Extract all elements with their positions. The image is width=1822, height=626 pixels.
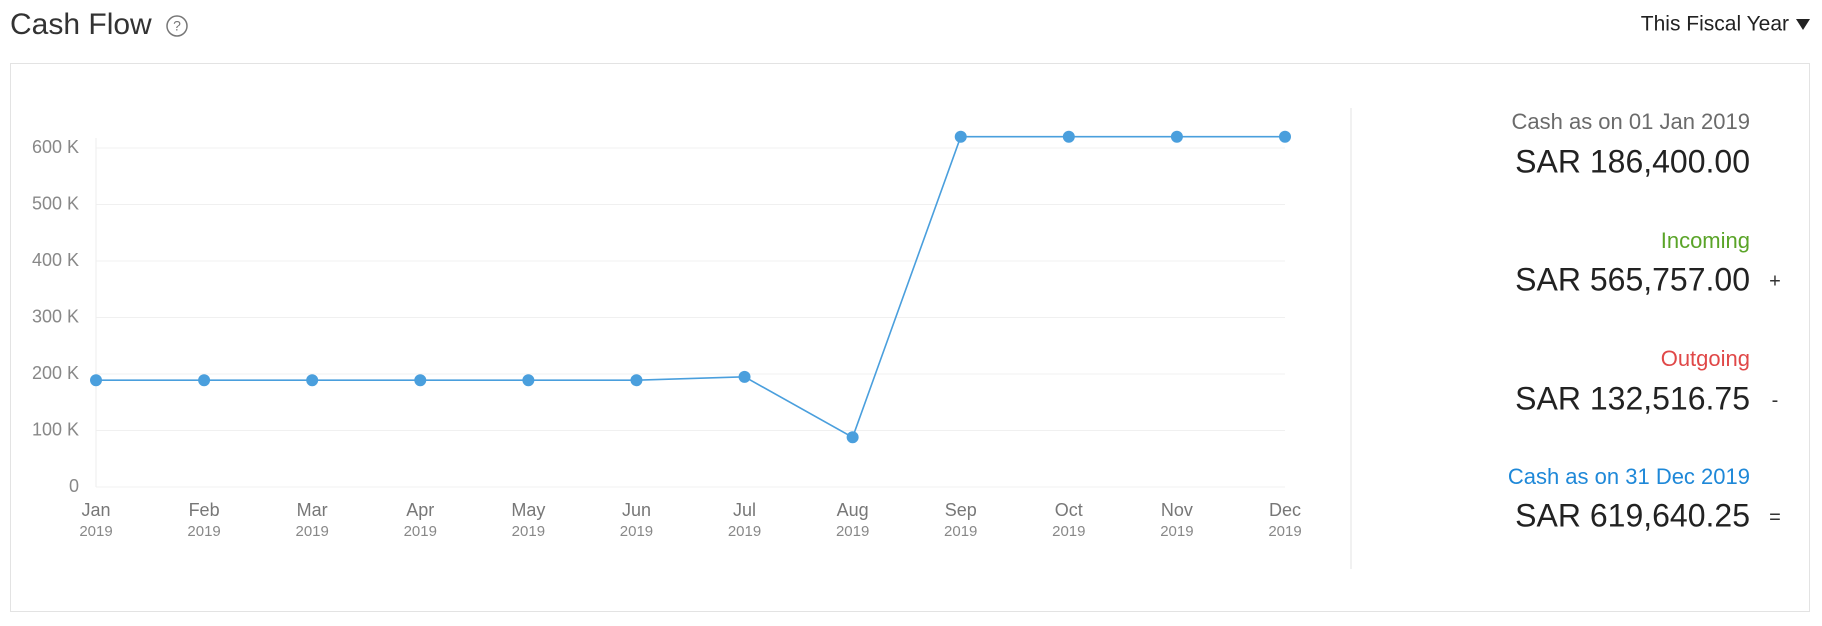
x-tick-year: 2019 xyxy=(512,523,545,540)
x-tick-label: Feb xyxy=(189,500,220,520)
x-tick-label: Apr xyxy=(406,500,434,520)
series-line xyxy=(96,135,1285,439)
x-tick-year: 2019 xyxy=(836,523,869,540)
summary-sign: + xyxy=(1769,270,1781,292)
x-tick-label: Mar xyxy=(297,500,328,520)
data-point xyxy=(846,431,859,444)
x-tick-label: Nov xyxy=(1161,500,1193,520)
data-point xyxy=(198,374,211,387)
summary-label: Incoming xyxy=(1661,228,1750,253)
data-point xyxy=(522,374,535,387)
dropdown-arrow[interactable] xyxy=(1796,19,1810,30)
x-tick-year: 2019 xyxy=(620,523,653,540)
y-tick-label: 200 K xyxy=(32,363,79,383)
x-tick-label: Oct xyxy=(1055,500,1083,520)
y-tick-label: 0 xyxy=(69,476,79,496)
data-point xyxy=(414,374,427,387)
summary-label: Cash as on 01 Jan 2019 xyxy=(1511,109,1750,134)
data-point xyxy=(1279,130,1291,143)
summary-sign: = xyxy=(1769,506,1781,528)
summary-value: SAR 619,640.25 xyxy=(1515,497,1750,533)
x-tick-year: 2019 xyxy=(404,523,437,540)
y-tick-label: 400 K xyxy=(32,250,79,270)
data-point xyxy=(630,374,643,387)
x-tick-year: 2019 xyxy=(295,523,328,540)
help-icon[interactable] xyxy=(166,15,188,37)
x-tick-year: 2019 xyxy=(1052,523,1085,540)
y-tick-label: 500 K xyxy=(32,193,79,213)
summary-label: Cash as on 31 Dec 2019 xyxy=(1508,464,1750,489)
widget-title: Cash Flow xyxy=(10,8,152,41)
x-tick-label: Jul xyxy=(733,500,756,520)
x-tick-label: Dec xyxy=(1269,500,1301,520)
summary-label: Outgoing xyxy=(1661,346,1750,371)
data-point xyxy=(1062,130,1075,143)
summary-sign: - xyxy=(1772,389,1779,411)
data-point xyxy=(90,374,102,387)
y-tick-label: 300 K xyxy=(32,306,79,326)
summary-value: SAR 565,757.00 xyxy=(1515,261,1750,297)
data-point xyxy=(306,374,319,387)
help-icon-text: ? xyxy=(173,18,181,34)
data-point xyxy=(954,130,967,143)
x-tick-label: May xyxy=(511,500,545,520)
x-tick-year: 2019 xyxy=(728,523,761,540)
data-point xyxy=(738,370,751,383)
x-tick-year: 2019 xyxy=(187,523,220,540)
y-tick-label: 100 K xyxy=(32,419,79,439)
x-tick-label: Sep xyxy=(945,500,977,520)
x-tick-label: Jan xyxy=(81,500,110,520)
x-tick-year: 2019 xyxy=(1160,523,1193,540)
y-tick-label: 600 K xyxy=(32,137,79,157)
period-dropdown[interactable]: This Fiscal Year xyxy=(1641,13,1789,36)
x-tick-year: 2019 xyxy=(79,523,112,540)
data-point xyxy=(1170,130,1183,143)
summary-value: SAR 132,516.75 xyxy=(1515,380,1750,416)
summary-value: SAR 186,400.00 xyxy=(1515,143,1750,179)
x-tick-year: 2019 xyxy=(1268,523,1301,540)
x-tick-year: 2019 xyxy=(944,523,977,540)
x-tick-label: Aug xyxy=(837,500,869,520)
panel-border xyxy=(10,63,1810,612)
x-tick-label: Jun xyxy=(622,500,651,520)
